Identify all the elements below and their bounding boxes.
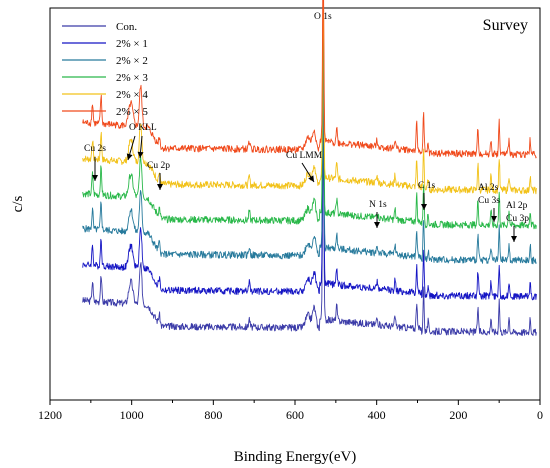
legend-label-3: 2% × 3 — [116, 72, 148, 84]
legend: Con. 2% × 1 2% × 2 2% × 3 2% × 4 2% × 5 — [62, 21, 148, 118]
legend-label-5: 2% × 5 — [116, 106, 148, 118]
annotation-label: C 1s — [418, 181, 435, 191]
series-line-4 — [82, 0, 537, 195]
x-axis-title: Binding Energy(eV) — [234, 449, 357, 465]
annotation-layer: Cu 2s O KLL Cu 2p Cu LMM O 1s N 1s C 1s Al 2s Cu… — [84, 12, 529, 242]
series-line-2 — [82, 59, 537, 265]
x-tick-label: 1200 — [38, 408, 62, 422]
legend-label-2: 2% × 2 — [116, 55, 148, 67]
x-tick-label: 200 — [449, 408, 467, 422]
annotation-label: O 1s — [314, 12, 332, 22]
annotation-arrow-head — [374, 222, 380, 228]
x-tick-label: 0 — [537, 408, 543, 422]
annotation-label: Cu 3s — [478, 196, 500, 206]
series-layer — [82, 0, 537, 336]
annotation-label: N 1s — [369, 200, 387, 210]
series-line-0 — [82, 133, 537, 336]
annotation-arrow-head — [421, 204, 427, 210]
annotation-arrow-head — [491, 216, 497, 222]
series-line-5 — [82, 0, 537, 159]
annotation-label: Cu 3p — [506, 214, 529, 224]
annotation-label: Cu LMM — [286, 151, 323, 161]
annotation-arrow-head — [157, 184, 163, 190]
x-tick-label: 600 — [286, 408, 304, 422]
x-tick-label: 400 — [368, 408, 386, 422]
series-line-3 — [82, 23, 537, 230]
legend-label-0: Con. — [116, 21, 137, 33]
annotation-label: Cu 2p — [147, 161, 170, 171]
x-tick-label: 1000 — [120, 408, 144, 422]
chart-title: Survey — [483, 17, 528, 34]
x-axis-ticks: 1200 1000 800 600 400 200 0 — [38, 400, 543, 422]
annotation-label: O KLL — [129, 123, 157, 133]
y-axis-title: c/s — [10, 196, 26, 213]
annotation-label: Cu 2s — [84, 144, 106, 154]
annotation-label: Al 2p — [506, 201, 528, 211]
legend-label-4: 2% × 4 — [116, 89, 148, 101]
x-tick-label: 800 — [204, 408, 222, 422]
legend-label-1: 2% × 1 — [116, 38, 148, 50]
annotation-arrow-head — [137, 151, 144, 158]
annotation-label: Al 2s — [478, 183, 499, 193]
annotation-arrow-head — [511, 236, 517, 242]
annotation-arrow-head — [126, 153, 133, 160]
series-line-1 — [82, 96, 537, 301]
annotation-arrow-head — [308, 175, 314, 182]
annotation-arrow-head — [92, 175, 98, 181]
